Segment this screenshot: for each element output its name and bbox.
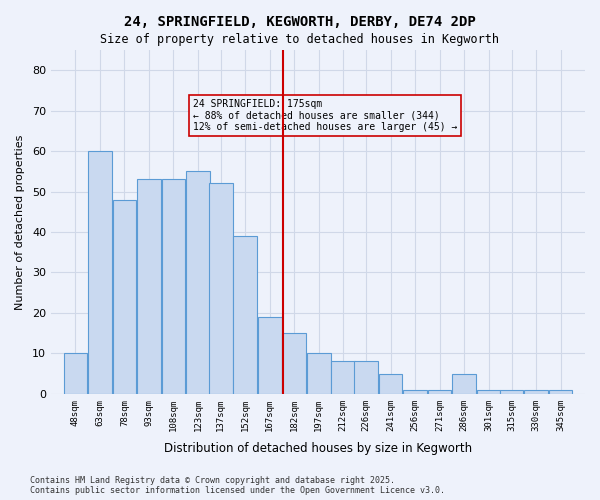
Text: Contains HM Land Registry data © Crown copyright and database right 2025.
Contai: Contains HM Land Registry data © Crown c… [30, 476, 445, 495]
Bar [233, 236, 257, 394]
Text: 24, SPRINGFIELD, KEGWORTH, DERBY, DE74 2DP: 24, SPRINGFIELD, KEGWORTH, DERBY, DE74 2… [124, 15, 476, 29]
Bar [64, 354, 87, 394]
Bar [88, 151, 112, 394]
Bar [331, 362, 355, 394]
Bar [355, 362, 378, 394]
Bar [258, 317, 281, 394]
Bar [161, 180, 185, 394]
Bar [379, 374, 403, 394]
Bar [137, 180, 161, 394]
Bar [113, 200, 136, 394]
Y-axis label: Number of detached properties: Number of detached properties [15, 134, 25, 310]
Bar [403, 390, 427, 394]
Bar [477, 390, 500, 394]
Text: Size of property relative to detached houses in Kegworth: Size of property relative to detached ho… [101, 32, 499, 46]
Bar [283, 333, 306, 394]
Bar [428, 390, 451, 394]
Bar [548, 390, 572, 394]
Bar [186, 172, 210, 394]
Bar [307, 354, 331, 394]
Text: 24 SPRINGFIELD: 175sqm
← 88% of detached houses are smaller (344)
12% of semi-de: 24 SPRINGFIELD: 175sqm ← 88% of detached… [193, 98, 457, 132]
Bar [524, 390, 548, 394]
Bar [452, 374, 476, 394]
Bar [500, 390, 523, 394]
Bar [209, 184, 233, 394]
X-axis label: Distribution of detached houses by size in Kegworth: Distribution of detached houses by size … [164, 442, 472, 455]
